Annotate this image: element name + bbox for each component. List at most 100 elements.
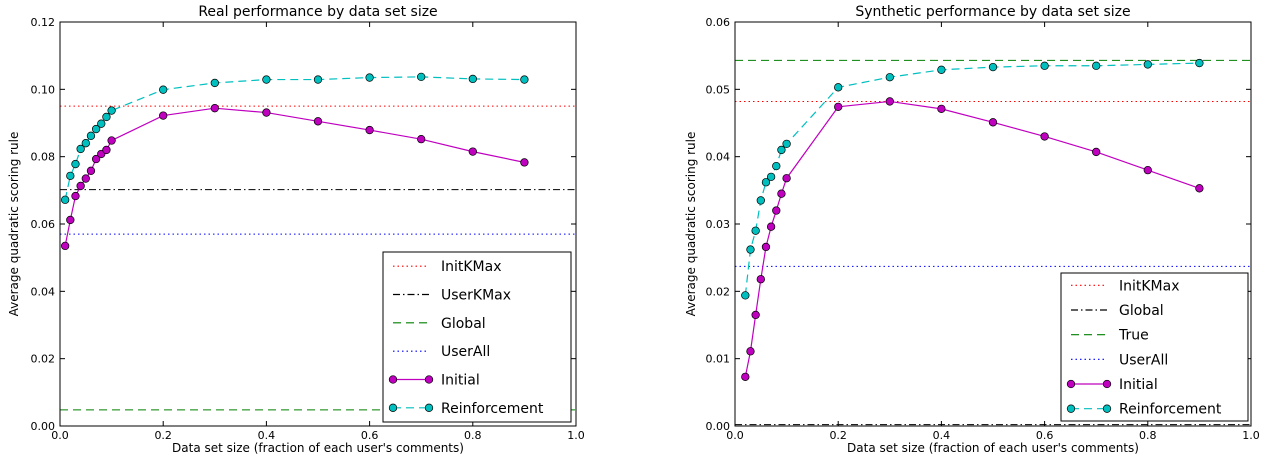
data-point-initial xyxy=(761,242,771,252)
data-point-initial xyxy=(66,215,75,225)
data-point-reinforcement xyxy=(885,73,894,82)
data-point-reinforcement xyxy=(772,161,781,171)
data-point-initial xyxy=(1092,147,1101,157)
data-point-reinforcement xyxy=(782,139,791,149)
data-point-initial xyxy=(741,372,750,381)
data-point-initial xyxy=(102,145,111,155)
y-tick-label: 0.04 xyxy=(31,285,56,298)
data-point-reinforcement xyxy=(761,178,771,187)
y-tick-label: 0.03 xyxy=(706,218,731,231)
legend-label-initkmax: InitKMax xyxy=(441,259,502,275)
x-axis-label: Data set size (fraction of each user's c… xyxy=(847,441,1139,455)
data-point-reinforcement xyxy=(1092,61,1101,70)
data-point-initial xyxy=(1143,165,1152,175)
data-point-reinforcement xyxy=(417,72,426,82)
data-point-initial xyxy=(71,191,80,201)
data-point-reinforcement xyxy=(756,196,765,205)
legend-marker-initial xyxy=(1066,379,1076,389)
data-point-initial xyxy=(417,135,426,144)
data-point-reinforcement xyxy=(262,75,271,84)
data-point-reinforcement xyxy=(313,75,323,84)
x-tick-label: 0.4 xyxy=(933,429,951,442)
x-tick-label: 0.6 xyxy=(1036,429,1054,442)
y-tick-label: 0.05 xyxy=(706,83,731,96)
data-point-reinforcement xyxy=(766,172,776,182)
data-point-initial xyxy=(61,241,70,251)
y-tick-label: 0.00 xyxy=(31,420,56,433)
data-point-reinforcement xyxy=(746,245,755,254)
x-tick-label: 0.8 xyxy=(1139,429,1157,442)
series-line-reinforcement xyxy=(64,76,525,200)
x-tick-label: 0.8 xyxy=(464,429,482,442)
data-point-reinforcement xyxy=(1143,60,1152,69)
legend-label-true: True xyxy=(1118,328,1149,344)
data-point-reinforcement xyxy=(741,291,750,300)
data-point-reinforcement xyxy=(468,74,477,84)
legend-marker-reinforcement xyxy=(424,403,434,412)
data-point-initial xyxy=(468,147,477,156)
data-point-initial xyxy=(885,97,894,106)
data-point-reinforcement xyxy=(61,195,70,204)
legend-label-initial: Initial xyxy=(441,373,480,389)
legend-box xyxy=(1060,272,1249,422)
legend-marker-initial xyxy=(388,375,398,384)
chart-title: Synthetic performance by data set size xyxy=(855,4,1130,20)
legend-label-userkmax: UserKMax xyxy=(441,288,511,304)
data-point-reinforcement xyxy=(97,119,106,128)
legend-label-userall: UserAll xyxy=(441,344,490,360)
legend-label-initkmax: InitKMax xyxy=(1119,278,1180,294)
legend-marker-initial xyxy=(424,375,434,384)
data-point-initial xyxy=(76,181,85,191)
y-tick-label: 0.08 xyxy=(31,151,56,164)
legend-marker-initial xyxy=(1102,379,1112,389)
data-point-reinforcement xyxy=(86,131,96,140)
x-tick-label: 0.2 xyxy=(154,429,172,442)
x-tick-label: 0.2 xyxy=(829,429,847,442)
data-point-initial xyxy=(365,125,374,135)
legend: InitKMax Global True UserAll Initial Reinforc… xyxy=(1060,272,1249,422)
data-point-reinforcement xyxy=(520,75,529,84)
data-point-initial xyxy=(772,206,781,215)
y-axis-label: Average quadratic scoring rule xyxy=(684,132,698,317)
data-point-initial xyxy=(777,189,786,198)
data-point-initial xyxy=(1195,184,1204,193)
data-point-initial xyxy=(834,102,843,111)
data-point-reinforcement xyxy=(66,171,75,181)
data-point-reinforcement xyxy=(834,83,843,92)
series-line-initial xyxy=(64,107,525,247)
data-point-reinforcement xyxy=(159,85,168,94)
data-point-initial xyxy=(210,104,219,113)
data-point-initial xyxy=(1040,132,1049,141)
data-point-initial xyxy=(746,347,755,356)
data-point-reinforcement xyxy=(210,78,219,88)
x-tick-label: 0.0 xyxy=(726,429,744,442)
y-tick-label: 0.06 xyxy=(31,218,56,231)
y-tick-label: 0.10 xyxy=(31,83,56,96)
x-tick-label: 1.0 xyxy=(567,429,585,442)
data-point-initial xyxy=(81,174,90,183)
data-point-reinforcement xyxy=(937,65,946,74)
legend-marker-reinforcement xyxy=(1102,404,1112,413)
data-point-initial xyxy=(91,154,101,164)
data-point-initial xyxy=(988,118,998,127)
legend-label-global: Global xyxy=(441,316,486,332)
data-point-initial xyxy=(159,111,168,120)
x-tick-label: 0.0 xyxy=(51,429,69,442)
legend-label-global: Global xyxy=(1119,303,1164,319)
data-point-reinforcement xyxy=(91,124,101,134)
chart-panel-2: 0.0 0.2 0.4 0.6 0.8 1.0 0.00 0.01 0.02 0.03 0.04 0.… xyxy=(684,4,1260,455)
y-tick-label: 0.01 xyxy=(706,353,731,366)
x-tick-label: 0.6 xyxy=(361,429,379,442)
chart-title: Real performance by data set size xyxy=(198,4,437,20)
x-axis-label: Data set size (fraction of each user's c… xyxy=(172,441,464,455)
data-point-initial xyxy=(86,166,96,175)
y-tick-label: 0.06 xyxy=(706,16,731,29)
data-point-reinforcement xyxy=(81,139,90,148)
data-point-initial xyxy=(313,117,323,126)
legend-label-userall: UserAll xyxy=(1119,352,1168,368)
series-line-reinforcement xyxy=(744,62,1200,296)
data-point-initial xyxy=(107,136,116,145)
data-point-reinforcement xyxy=(71,159,80,169)
data-point-initial xyxy=(520,158,529,167)
